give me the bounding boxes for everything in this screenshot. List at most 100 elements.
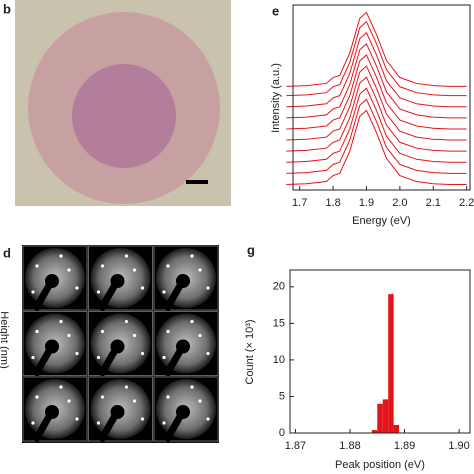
- axes-frame: [289, 269, 471, 434]
- leed-spot: [132, 399, 137, 403]
- leed-spot: [140, 417, 145, 421]
- leed-spot: [162, 290, 166, 294]
- spectrum: [286, 20, 467, 97]
- leed-cells: [22, 245, 219, 443]
- leed-gun-head: [176, 339, 190, 354]
- spectrum: [286, 76, 467, 152]
- y-tick-label: 20: [273, 281, 285, 293]
- panel-label: e: [272, 3, 279, 18]
- leed-spot: [67, 399, 71, 403]
- leed-spot: [75, 351, 79, 356]
- x-tick-label: 2.1: [426, 197, 441, 209]
- x-tick-label: 2.2: [459, 197, 474, 209]
- leed-spot: [132, 268, 137, 272]
- leed-spot: [206, 351, 210, 356]
- leed-spot: [31, 290, 35, 294]
- leed-spot: [96, 290, 101, 294]
- leed-spot: [124, 319, 129, 324]
- scale-bar: [186, 180, 208, 184]
- leed-spot: [140, 351, 145, 356]
- film-region: [72, 64, 176, 168]
- x-tick-label: 1.89: [394, 440, 415, 452]
- y-axis-label: Count (× 10³): [244, 319, 256, 384]
- x-tick-label: 1.9: [359, 197, 374, 209]
- spectrum: [286, 43, 467, 119]
- leed-spot: [140, 286, 145, 290]
- leed-spot: [190, 385, 194, 389]
- leed-spot: [166, 264, 170, 268]
- leed-spot: [198, 399, 202, 403]
- leed-spot: [206, 417, 210, 421]
- leed-gun-head: [110, 405, 125, 419]
- spectrum: [286, 98, 467, 174]
- leed-spot: [67, 333, 71, 338]
- y-tick-label: 10: [273, 354, 285, 366]
- x-axis-label: Energy (eV): [352, 215, 411, 227]
- leed-spot: [132, 333, 137, 338]
- x-tick-label: 1.88: [339, 440, 360, 452]
- y-tick-label: 15: [273, 317, 285, 329]
- leed-spot: [198, 333, 202, 338]
- leed-spot: [162, 355, 166, 360]
- leed-spot: [100, 329, 105, 334]
- leed-gun-head: [45, 339, 59, 354]
- y-tick-label: 0: [279, 427, 285, 439]
- leed-spot: [100, 264, 105, 268]
- bar: [377, 403, 383, 433]
- x-tick-label: 1.90: [448, 440, 469, 452]
- y-axis-label: Intensity (a.u.): [270, 63, 282, 133]
- leed-spot: [198, 268, 202, 272]
- x-tick-label: 2.0: [392, 197, 407, 209]
- leed-gun-head: [45, 405, 59, 419]
- leed-spot: [166, 329, 170, 334]
- spectrum: [286, 31, 467, 108]
- leed-spot: [190, 319, 194, 324]
- y-tick-label: 5: [279, 390, 285, 402]
- leed-spot: [100, 395, 105, 399]
- bar: [382, 399, 389, 433]
- leed-spot: [124, 254, 129, 258]
- x-tick-label: 1.87: [285, 440, 306, 452]
- panel-label: d: [3, 245, 11, 260]
- leed-spot: [67, 268, 71, 272]
- bar: [388, 294, 394, 433]
- side-label: Height (nm): [0, 311, 10, 368]
- leed-spot: [59, 319, 63, 324]
- leed-spot: [35, 395, 39, 399]
- spectrum: [286, 11, 467, 87]
- x-tick-label: 1.8: [325, 197, 340, 209]
- leed-gun-head: [110, 339, 125, 354]
- leed-spot: [75, 286, 79, 290]
- leed-spot: [31, 421, 35, 425]
- spectrum: [286, 65, 467, 141]
- panel-label: g: [247, 242, 255, 257]
- leed-spot: [35, 264, 39, 268]
- spectrum: [286, 109, 467, 185]
- panel-label: b: [3, 1, 11, 16]
- leed-gun-head: [176, 274, 190, 288]
- leed-spot: [75, 417, 79, 421]
- bar: [371, 430, 378, 433]
- leed-gun-head: [45, 274, 59, 288]
- leed-spot: [35, 329, 39, 334]
- spectrum: [286, 87, 467, 163]
- leed-spot: [206, 286, 210, 290]
- axes-frame: [292, 4, 471, 191]
- x-axis-label: Peak position (eV): [335, 459, 425, 471]
- leed-gun-head: [176, 405, 190, 419]
- leed-spot: [124, 385, 129, 389]
- leed-spot: [59, 254, 63, 258]
- leed-spot: [190, 254, 194, 258]
- leed-gun-head: [110, 274, 125, 288]
- bar: [393, 424, 400, 433]
- leed-spot: [96, 421, 101, 425]
- leed-spot: [162, 421, 166, 425]
- leed-spot: [31, 355, 35, 360]
- leed-spot: [166, 395, 170, 399]
- spectrum: [286, 54, 467, 130]
- leed-spot: [59, 385, 63, 389]
- x-tick-label: 1.7: [292, 197, 307, 209]
- leed-spot: [96, 355, 101, 360]
